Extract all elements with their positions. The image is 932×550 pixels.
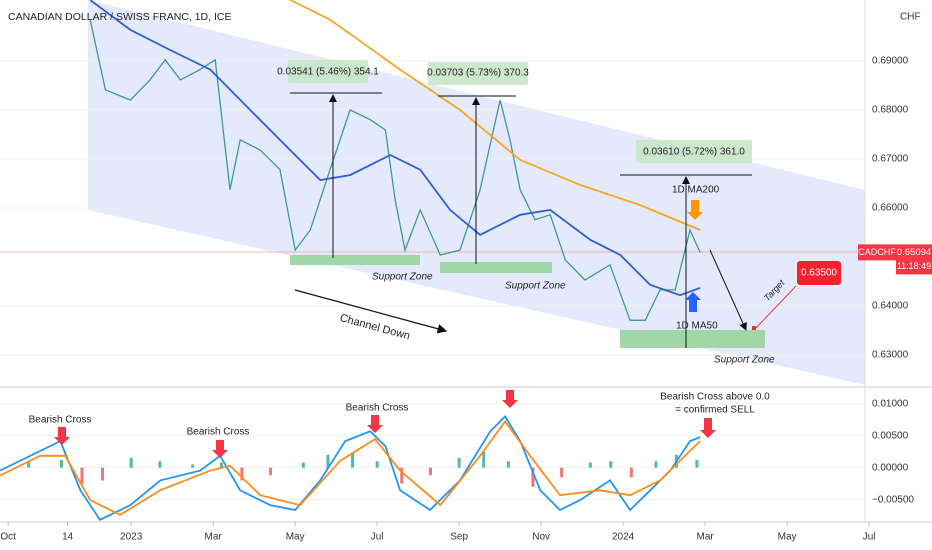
support-zone-label: Support Zone (372, 272, 433, 283)
projection-arrow (709, 249, 747, 331)
y-tick-label: 0.63000 (872, 350, 909, 361)
x-tick-label: Jul (371, 532, 384, 543)
measure-box (288, 60, 368, 83)
histogram-bar (191, 464, 195, 468)
x-tick-label: 2023 (120, 532, 143, 543)
target-price: 0.63500 (801, 268, 838, 279)
histogram-bar (506, 461, 510, 468)
y-tick-label: 0.01000 (872, 398, 909, 409)
macd-note: Bearish Cross (187, 427, 250, 438)
measure-label: 0.03610 (5.72%) 361.0 (643, 147, 745, 158)
signal-arrow (54, 427, 70, 445)
ma200-label: 1D MA200 (672, 185, 720, 196)
macd-note: Bearish Cross (29, 415, 92, 426)
macd-note: Bearish Cross (346, 403, 409, 414)
y-tick-label: 0.67000 (872, 154, 909, 165)
histogram-bar (482, 451, 486, 468)
macd-note: = confirmed SELL (675, 405, 755, 416)
measure-box (636, 140, 752, 163)
currency-label: CHF (900, 12, 921, 23)
x-tick-label: Mar (697, 532, 715, 543)
x-tick-label: Sep (450, 532, 468, 543)
symbol-label: CADCHF (858, 247, 896, 257)
histogram-bar (80, 467, 84, 484)
x-tick-label: Nov (532, 532, 550, 543)
histogram-bar (219, 462, 223, 468)
histogram-bar (400, 467, 404, 484)
y-tick-label: 0.68000 (872, 105, 909, 116)
signal-arrow (687, 200, 703, 220)
series-line (89, 19, 701, 321)
channel-label: Channel Down (338, 312, 411, 342)
ma50-label: 1D MA50 (676, 321, 718, 332)
target-point (752, 326, 756, 330)
signal-arrow (212, 440, 228, 458)
histogram-bar (629, 467, 633, 478)
support-zone-label: Support Zone (714, 355, 775, 366)
y-tick-label: 0.00000 (872, 462, 909, 473)
x-tick-label: Mar (205, 532, 223, 543)
y-tick-label: 0.66000 (872, 203, 909, 214)
x-tick-label: May (778, 532, 797, 543)
histogram-bar (240, 467, 244, 481)
target-line (755, 285, 797, 329)
chart-title: CANADIAN DOLLAR / SWISS FRANC, 1D, ICE (8, 11, 231, 23)
histogram-bar (59, 459, 63, 468)
channel-arrow (294, 289, 448, 334)
price-label: 0.65094 (897, 247, 931, 258)
target-box (797, 261, 841, 285)
measure-box (428, 62, 528, 85)
signal-arrow (700, 418, 716, 438)
x-tick-label: May (286, 532, 305, 543)
histogram-bar (457, 458, 461, 468)
histogram-bar (100, 467, 104, 481)
macd-note: Bearish Cross above 0.0 (660, 392, 770, 403)
x-tick-label: 14 (62, 532, 74, 543)
series-line (89, 0, 701, 297)
histogram-bar (654, 461, 658, 468)
signal-arrow (502, 390, 518, 408)
x-tick-label: Jul (863, 532, 876, 543)
y-tick-label: −0.00500 (872, 494, 914, 505)
histogram-bar (351, 453, 355, 468)
histogram-bar (609, 461, 613, 468)
histogram-bar (301, 462, 305, 468)
y-tick-label: 0.00500 (872, 430, 909, 441)
histogram-bar (269, 467, 273, 476)
histogram-bar (326, 454, 330, 468)
support-zone (440, 262, 552, 273)
symbol-tag (858, 244, 896, 261)
histogram-bar (695, 459, 699, 468)
histogram-bar (428, 467, 432, 476)
histogram-bar (27, 461, 31, 468)
series-line (0, 415, 701, 521)
measure-label: 0.03703 (5.73%) 370.3 (427, 68, 529, 79)
signal-arrow (685, 292, 701, 312)
support-zone (620, 330, 765, 348)
measure-label: 0.03541 (5.46%) 354.1 (277, 67, 379, 78)
signal-arrow (367, 415, 383, 433)
histogram-bar (588, 462, 592, 468)
panel (0, 403, 865, 521)
countdown-label: 11:18:49 (897, 261, 931, 271)
y-tick-label: 0.69000 (872, 55, 909, 66)
price-tag (896, 244, 932, 275)
histogram-bar (158, 461, 162, 468)
histogram-bar (129, 458, 133, 468)
x-tick-label: Oct (0, 532, 16, 543)
support-zone-label: Support Zone (505, 281, 566, 292)
y-tick-label: 0.64000 (872, 301, 909, 312)
annotations: CANADIAN DOLLAR / SWISS FRANC, 1D, ICE C… (0, 11, 932, 543)
series-line (289, 0, 701, 231)
support-zone (290, 255, 420, 265)
x-tick-label: 2024 (612, 532, 635, 543)
series-line (0, 419, 701, 516)
histogram-bar (375, 461, 379, 468)
histogram-bar (560, 467, 564, 478)
histogram-bar (531, 467, 535, 487)
